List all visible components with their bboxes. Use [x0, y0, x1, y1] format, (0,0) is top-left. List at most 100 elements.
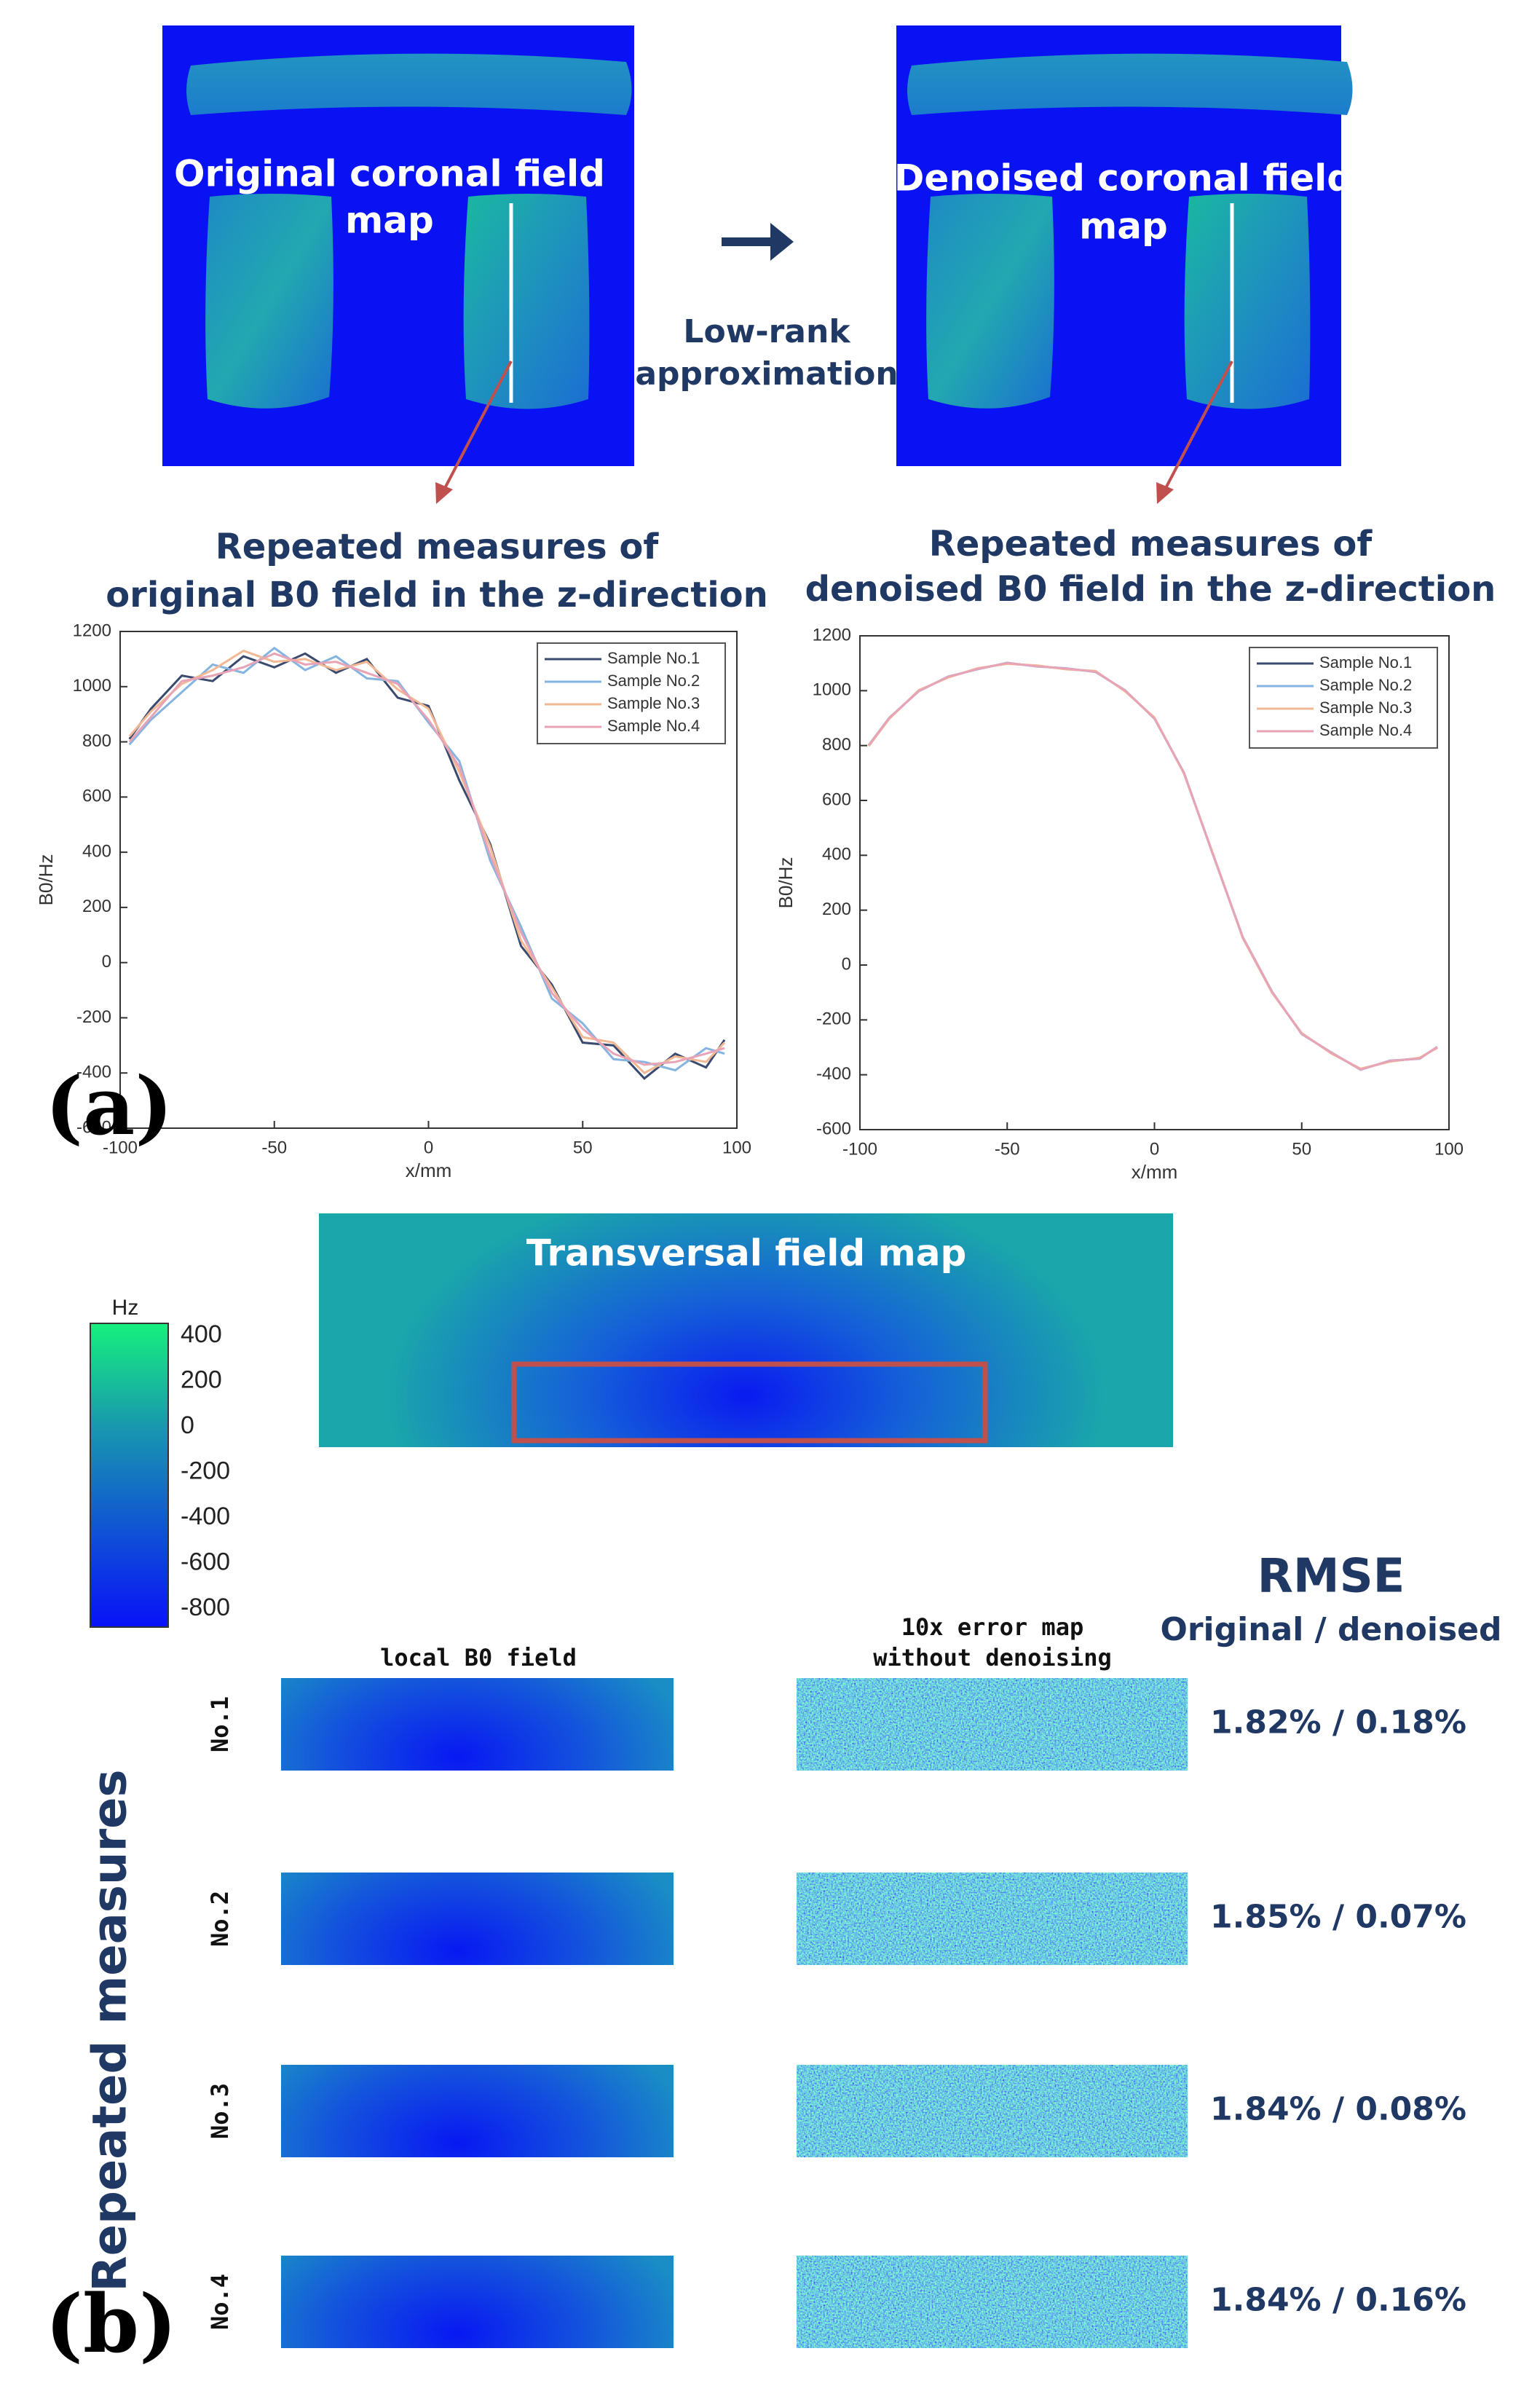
- y-tick-label: 200: [82, 897, 111, 916]
- error-map: [797, 1678, 1188, 1771]
- map-title: map: [345, 200, 434, 242]
- colorbar-tick-label: -600: [181, 1548, 230, 1576]
- x-axis-label: x/mm: [1132, 1161, 1178, 1183]
- chart-title: Repeated measures of: [929, 524, 1373, 564]
- y-tick-label: -600: [816, 1119, 851, 1138]
- colorbar-tick-label: -400: [181, 1503, 230, 1530]
- map-title: map: [1079, 205, 1168, 248]
- rmse-title: RMSE: [1257, 1550, 1405, 1604]
- column-header: 10x error map: [901, 1613, 1083, 1641]
- legend-label: Sample No.4: [1319, 721, 1412, 739]
- x-axis-label: x/mm: [406, 1159, 452, 1181]
- chart-title: original B0 field in the z-direction: [106, 575, 768, 615]
- colorbar-tick-label: -200: [181, 1457, 230, 1485]
- y-axis-label: B0/Hz: [775, 857, 797, 909]
- y-tick-label: 600: [82, 787, 111, 806]
- legend-label: Sample No.2: [607, 672, 700, 690]
- y-tick-label: 1200: [73, 621, 111, 640]
- method-label: Low-rank: [683, 313, 851, 350]
- local-field-map: [281, 2065, 674, 2157]
- x-tick-label: 100: [1434, 1139, 1464, 1159]
- legend-label: Sample No.1: [607, 649, 700, 667]
- colorbar-tick-label: 0: [181, 1411, 194, 1439]
- measure-row: No.1 1.82% / 0.18%: [206, 1678, 1466, 1771]
- y-tick-label: -400: [816, 1064, 851, 1084]
- rows: No.1 1.82% / 0.18% No.2 1.85% / 0.07% No.3 1.…: [206, 1678, 1466, 2348]
- y-tick-label: -200: [76, 1007, 111, 1027]
- colorbar-tick-label: 400: [181, 1320, 222, 1348]
- x-tick-label: -50: [995, 1139, 1020, 1159]
- process-arrow: [722, 223, 794, 261]
- measure-row: No.2 1.85% / 0.07%: [206, 1873, 1466, 1965]
- rmse-value: 1.82% / 0.18%: [1210, 1704, 1466, 1741]
- data-line: [128, 649, 726, 1075]
- rmse-value: 1.85% / 0.07%: [1210, 1899, 1466, 1936]
- x-tick-label: 50: [1292, 1139, 1311, 1159]
- y-tick-label: -600: [76, 1117, 111, 1137]
- transversal-title: Transversal field map: [526, 1232, 967, 1275]
- y-tick-label: 200: [822, 899, 851, 919]
- x-tick-label: 0: [424, 1138, 433, 1157]
- rmse-subtitle: Original / denoised: [1160, 1611, 1501, 1648]
- rmse-value: 1.84% / 0.16%: [1210, 2282, 1466, 2319]
- legend-label: Sample No.3: [1319, 698, 1412, 717]
- error-map: [797, 2065, 1188, 2157]
- x-tick-label: 50: [573, 1138, 593, 1157]
- measure-row: No.4 1.84% / 0.16%: [206, 2256, 1466, 2348]
- colorbar-tick-label: 200: [181, 1366, 222, 1394]
- transversal-map: Transversal field map: [319, 1213, 1173, 1447]
- x-tick-label: 100: [722, 1138, 751, 1157]
- legend-label: Sample No.3: [607, 694, 700, 712]
- y-axis-label: B0/Hz: [35, 854, 57, 906]
- y-tick-label: 0: [102, 952, 111, 972]
- colorbar-unit: Hz: [112, 1296, 139, 1320]
- colorbar: Hz 400 200 0 -200 -400 -600 -800: [90, 1296, 230, 1628]
- y-tick-label: -200: [816, 1009, 851, 1029]
- line-chart: Repeated measures of denoised B0 field in…: [775, 524, 1496, 1183]
- legend: Sample No.1 Sample No.2 Sample No.3 Sample …: [537, 642, 726, 744]
- y-tick-label: 800: [822, 735, 851, 755]
- y-tick-label: 400: [82, 841, 111, 861]
- y-tick-label: 800: [82, 731, 111, 751]
- legend: Sample No.1 Sample No.2 Sample No.3 Sample …: [1249, 647, 1438, 749]
- x-tick-label: -100: [103, 1138, 138, 1157]
- y-tick-label: 1000: [73, 676, 111, 696]
- x-tick-label: -100: [842, 1139, 877, 1159]
- column-header: local B0 field: [380, 1644, 577, 1672]
- row-axis-label: Repeated measures: [84, 1769, 138, 2291]
- panel-label: (b): [45, 2277, 177, 2371]
- row-label: No.4: [206, 2274, 234, 2330]
- y-tick-label: 400: [822, 845, 851, 865]
- local-field-map: [281, 1678, 674, 1771]
- panel-label: (a): [45, 1059, 173, 1153]
- x-tick-label: 0: [1150, 1139, 1159, 1159]
- data-line: [128, 652, 725, 1066]
- row-label: No.3: [206, 2083, 234, 2139]
- x-tick-label: -50: [261, 1138, 287, 1157]
- method-label: approximation: [635, 355, 898, 393]
- chart-title: denoised B0 field in the z-direction: [805, 569, 1496, 610]
- y-tick-label: 0: [842, 954, 851, 974]
- data-line: [867, 661, 1438, 1071]
- error-map: [797, 2256, 1188, 2348]
- rmse-value: 1.84% / 0.08%: [1210, 2091, 1466, 2128]
- charts: Repeated measures of original B0 field in…: [35, 524, 1496, 1183]
- error-map: [797, 1873, 1188, 1965]
- y-tick-label: 1200: [813, 625, 851, 645]
- measure-row: No.3 1.84% / 0.08%: [206, 2065, 1466, 2157]
- line-chart: Repeated measures of original B0 field in…: [35, 527, 768, 1181]
- local-field-map: [281, 1873, 674, 1965]
- original-map: Original coronal field map: [162, 25, 634, 504]
- legend-label: Sample No.4: [607, 717, 700, 735]
- legend-label: Sample No.1: [1319, 653, 1412, 672]
- y-tick-label: 600: [822, 790, 851, 809]
- map-title: Original coronal field: [174, 153, 605, 195]
- column-header: without denoising: [873, 1644, 1112, 1672]
- denoised-map: Denoised coronal field map: [894, 25, 1353, 504]
- local-field-map: [281, 2256, 674, 2348]
- legend-label: Sample No.2: [1319, 676, 1412, 694]
- map-title: Denoised coronal field: [894, 157, 1353, 200]
- colorbar-tick-label: -800: [181, 1594, 230, 1621]
